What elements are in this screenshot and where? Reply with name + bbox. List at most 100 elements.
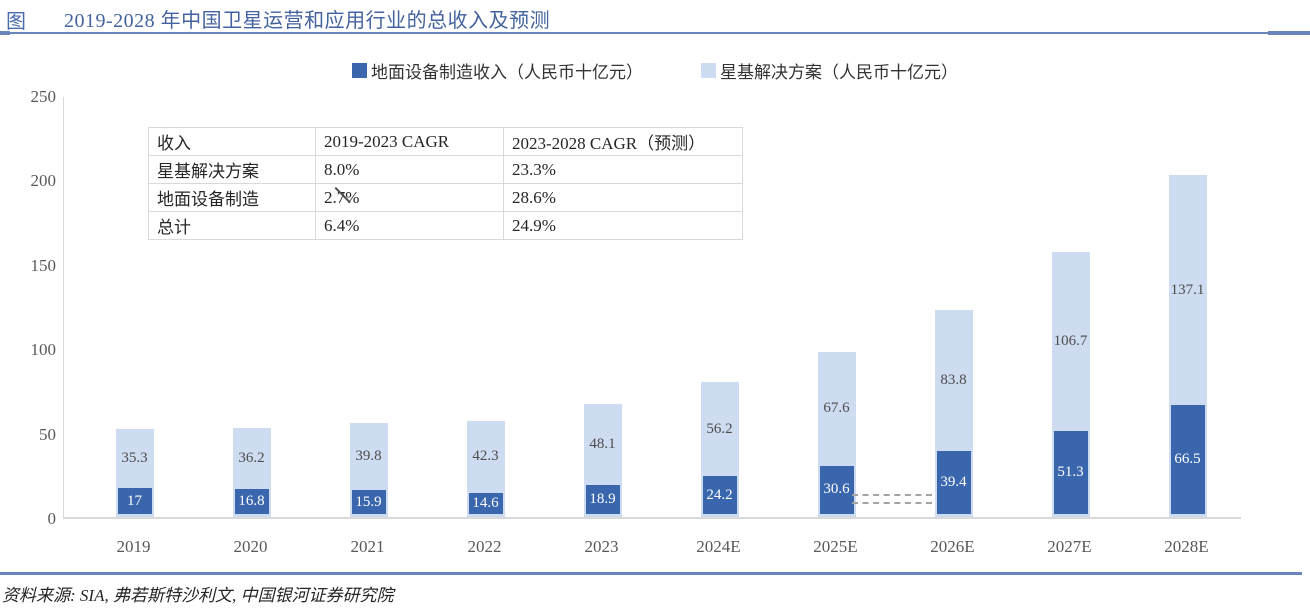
bar-slot: 39.8 15.9 [310, 97, 427, 517]
segment-value-label: 17 [127, 492, 142, 509]
segment-value-label: 35.3 [121, 450, 148, 467]
segment-value-label: 15.9 [355, 493, 382, 510]
segment-ground-equipment: 66.5 [1168, 405, 1207, 517]
segment-value-label: 66.5 [1174, 451, 1201, 468]
cagr-data-row-cell: 6.4% [315, 211, 504, 240]
x-axis-category-label: 2025E [813, 537, 858, 556]
segment-value-label: 83.8 [940, 371, 967, 388]
title-divider-accent-left [0, 31, 10, 35]
title-divider-accent-right [1268, 31, 1310, 35]
stacked-bar: 48.1 18.9 [583, 404, 622, 517]
segment-satellite-solutions: 48.1 [583, 404, 622, 486]
legend-item: 星基解决方案（人民币十亿元） [701, 58, 958, 83]
bar-slot: 35.3 17 [76, 97, 193, 517]
segment-value-label: 14.6 [472, 494, 499, 511]
segment-value-label: 48.1 [589, 436, 616, 453]
bar-slot: 56.2 24.2 [661, 97, 778, 517]
source-note: 资料来源: SIA, 弗若斯特沙利文, 中国银河证券研究院 [2, 586, 394, 605]
page-title: 2019-2028 年中国卫星运营和应用行业的总收入及预测 [64, 10, 551, 32]
plot-area: 35.3 17 36.2 16.8 39.8 15.9 42.3 14.6 48.1 18.9 56… [63, 97, 1241, 519]
segment-value-label: 137.1 [1170, 281, 1205, 298]
stacked-bar: 106.7 51.3 [1051, 251, 1090, 517]
segment-satellite-solutions: 39.8 [349, 423, 388, 491]
bar-slot: 36.2 16.8 [193, 97, 310, 517]
segment-ground-equipment: 14.6 [466, 492, 505, 517]
stacked-bar: 42.3 14.6 [466, 421, 505, 517]
y-axis-tick-label: 100 [30, 340, 57, 360]
segment-ground-equipment: 51.3 [1051, 430, 1090, 517]
stacked-bar: 39.8 15.9 [349, 423, 388, 517]
cagr-data-row-cell: 23.3% [503, 155, 743, 184]
x-axis-category-label: 2028E [1164, 537, 1209, 556]
bar-slot: 48.1 18.9 [544, 97, 661, 517]
chart-legend: 地面设备制造收入（人民币十亿元） 星基解决方案（人民币十亿元） [0, 58, 1310, 83]
cagr-header-row-cell: 收入 [148, 127, 316, 156]
y-axis-tick-label: 50 [39, 424, 56, 444]
stacked-bar: 56.2 24.2 [700, 381, 739, 517]
x-axis-category-label: 2021 [350, 537, 385, 556]
segment-value-label: 39.8 [355, 448, 382, 465]
segment-ground-equipment: 30.6 [817, 465, 856, 517]
dashed-connector-lower [852, 502, 932, 504]
cagr-data-row-cell: 24.9% [503, 211, 743, 240]
segment-satellite-solutions: 35.3 [115, 429, 154, 489]
segment-value-label: 30.6 [823, 481, 850, 498]
legend-swatch [352, 63, 367, 78]
x-axis-category-label: 2022 [467, 537, 502, 556]
footer-divider [0, 572, 1302, 575]
y-axis-tick-label: 150 [30, 255, 57, 275]
x-axis-category-label: 2019 [116, 537, 151, 556]
y-axis-tick-label: 0 [47, 509, 57, 528]
segment-satellite-solutions: 56.2 [700, 381, 739, 477]
y-axis-tick-label: 200 [30, 171, 57, 191]
segment-value-label: 106.7 [1053, 332, 1088, 349]
title-divider [0, 32, 1310, 34]
segment-value-label: 42.3 [472, 448, 499, 465]
x-axis-category-label: 2024E [696, 537, 741, 556]
cagr-data-row: 地面设备制造 2.7% 28.6% [148, 183, 743, 212]
stacked-bar: 36.2 16.8 [232, 428, 271, 517]
segment-ground-equipment: 15.9 [349, 490, 388, 517]
segment-satellite-solutions: 67.6 [817, 352, 856, 466]
legend-label: 地面设备制造收入（人民币十亿元） [371, 63, 643, 82]
cagr-header-row: 收入 2019-2023 CAGR 2023-2028 CAGR（预测） [148, 127, 743, 156]
segment-value-label: 56.2 [706, 420, 733, 437]
segment-satellite-solutions: 137.1 [1168, 175, 1207, 406]
segment-value-label: 39.4 [940, 473, 967, 490]
bar-slot: 106.7 51.3 [1012, 97, 1129, 517]
segment-value-label: 36.2 [238, 449, 265, 466]
cagr-header-row-cell: 2019-2023 CAGR [315, 127, 504, 156]
x-axis-category-label: 2026E [930, 537, 975, 556]
legend-swatch [701, 63, 716, 78]
figure-label: 图 [6, 11, 26, 33]
cagr-table-body: 收入 2019-2023 CAGR 2023-2028 CAGR（预测） 星基解决方案… [148, 127, 743, 240]
cagr-data-row: 星基解决方案 8.0% 23.3% [148, 155, 743, 184]
bar-columns: 35.3 17 36.2 16.8 39.8 15.9 42.3 14.6 48.1 18.9 56… [76, 97, 1246, 517]
bar-slot: 83.8 39.4 [895, 97, 1012, 517]
cagr-data-row-cell: 8.0% [315, 155, 504, 184]
segment-ground-equipment: 39.4 [934, 450, 973, 517]
cagr-inset-table: 收入 2019-2023 CAGR 2023-2028 CAGR（预测） 星基解决方案… [148, 127, 743, 240]
stacked-bar: 137.1 66.5 [1168, 175, 1207, 517]
legend-item: 地面设备制造收入（人民币十亿元） [352, 58, 643, 83]
segment-value-label: 67.6 [823, 400, 850, 417]
bar-slot: 137.1 66.5 [1129, 97, 1246, 517]
x-axis-category-label: 2023 [584, 537, 619, 556]
cagr-data-row-cell: 总计 [148, 211, 316, 240]
y-axis-tick-label: 250 [30, 87, 57, 106]
x-axis-labels: 2019 2020 2021 2022 2023 2024E 2025E 2026E 2027E… [75, 537, 1245, 557]
segment-ground-equipment: 18.9 [583, 485, 622, 517]
cagr-data-row-cell: 星基解决方案 [148, 155, 316, 184]
cagr-data-row: 总计 6.4% 24.9% [148, 211, 743, 240]
cagr-header-row-cell: 2023-2028 CAGR（预测） [503, 127, 743, 156]
stacked-bar: 83.8 39.4 [934, 310, 973, 517]
segment-value-label: 16.8 [238, 492, 265, 509]
x-axis-category-label: 2027E [1047, 537, 1092, 556]
segment-ground-equipment: 16.8 [232, 488, 271, 517]
segment-ground-equipment: 24.2 [700, 476, 739, 517]
bar-slot: 42.3 14.6 [427, 97, 544, 517]
segment-satellite-solutions: 106.7 [1051, 251, 1090, 431]
segment-satellite-solutions: 42.3 [466, 421, 505, 493]
stacked-bar: 67.6 30.6 [817, 352, 856, 517]
cagr-data-row-cell: 28.6% [503, 183, 743, 212]
